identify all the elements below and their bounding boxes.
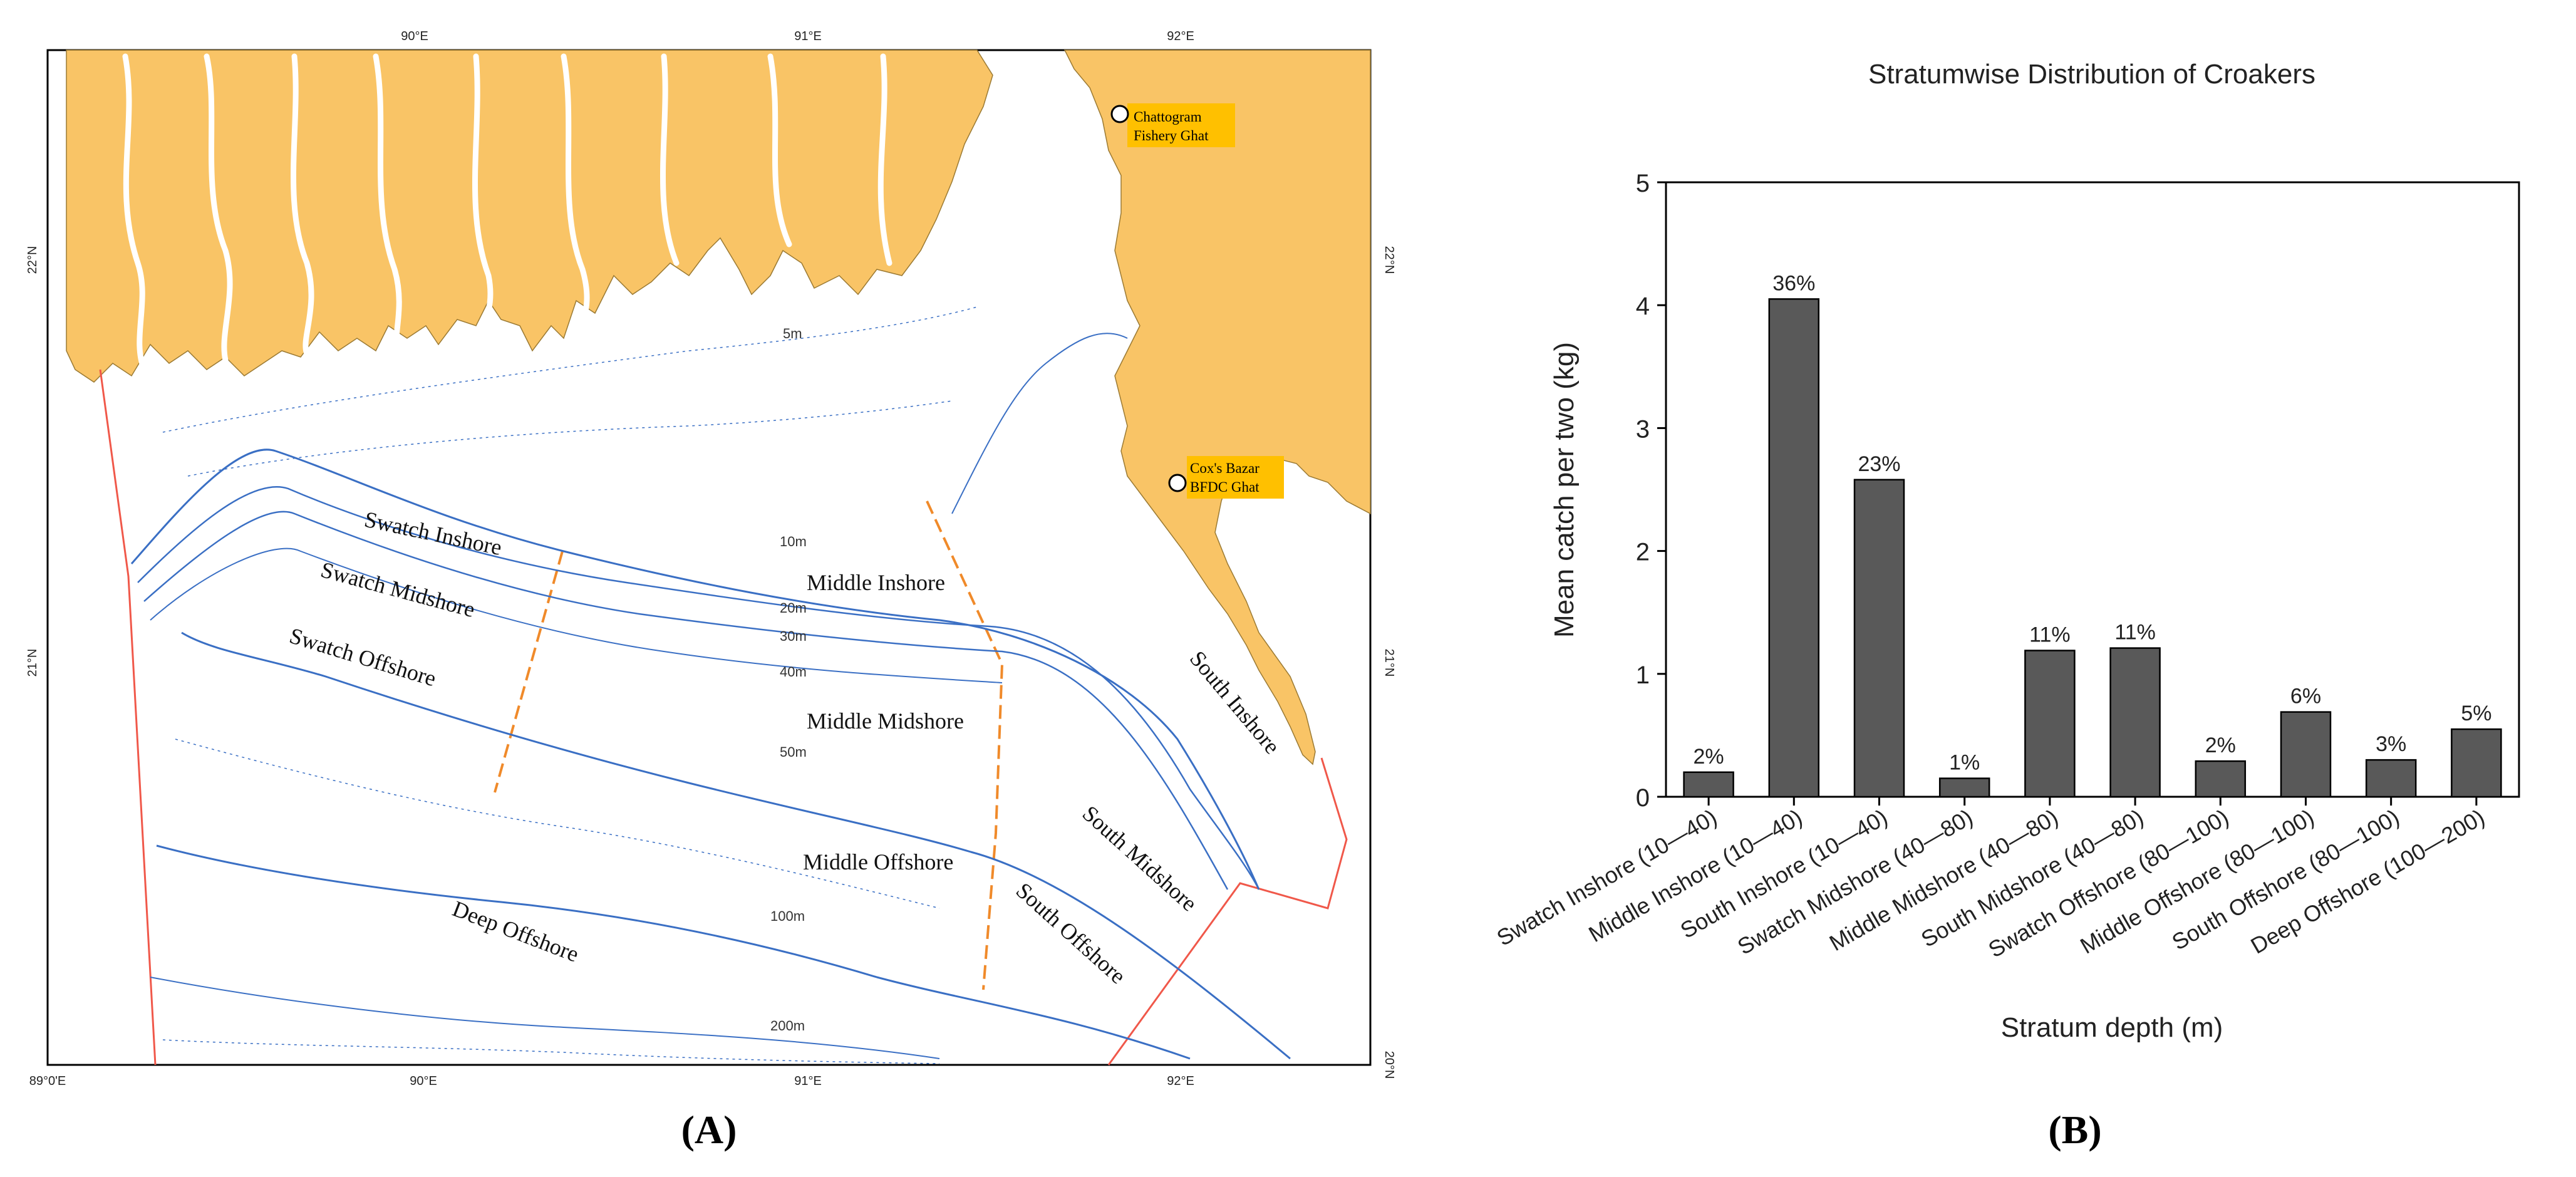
map-rivers	[122, 53, 892, 373]
lat-left-label: 21°N	[26, 649, 39, 677]
bar-data-label: 11%	[2029, 623, 2071, 647]
chart-title: Stratumwise Distribution of Croakers	[1868, 59, 2315, 90]
port-name: Chattogram	[1134, 109, 1202, 125]
lon-bottom-label: 92°E	[1167, 1074, 1194, 1088]
bar-data-label: 2%	[1694, 745, 1724, 769]
lon-bottom-label: 91°E	[794, 1074, 822, 1088]
lat-right-label: 21°N	[1382, 649, 1396, 677]
bar-data-label: 1%	[1949, 751, 1980, 775]
port-name: Fishery Ghat	[1134, 128, 1209, 143]
bar	[2365, 759, 2417, 798]
bar	[1853, 479, 1905, 798]
port-chattogram: Chattogram Fishery Ghat	[1110, 103, 1235, 147]
map-axis-labels: 90°E 91°E 92°E 89°0'E 90°E 91°E 92°E 22°…	[26, 29, 1396, 1088]
y-axis: 0 1 2 3 4 5	[1636, 170, 1666, 812]
depth-label: 5m	[783, 326, 802, 341]
stratum-label: Middle Midshore	[807, 708, 964, 734]
bar	[1683, 771, 1734, 798]
lat-left-label: 22°N	[26, 246, 39, 274]
x-axis: Swatch Inshore (10—40)Middle Inshore (10…	[1492, 797, 2489, 963]
panel-b-label: (B)	[2048, 1107, 2101, 1152]
port-coxs-bazar: Cox's Bazar BFDC Ghat	[1168, 456, 1284, 499]
y-tick-label: 4	[1636, 293, 1650, 320]
port-label-box	[1187, 456, 1284, 499]
bar-data-label: 11%	[2114, 621, 2156, 645]
port-marker-icon	[1110, 105, 1129, 123]
map-depth-labels: 5m 10m 20m 30m 40m 50m 100m 200m	[770, 326, 807, 1034]
bar-data-label: 36%	[1772, 271, 1815, 295]
bar	[2195, 760, 2247, 798]
map-boundary-west	[99, 369, 157, 1066]
bar-data-labels: 2% 36% 23% 1% 11% 11% 2% 6% 3% 5%	[1694, 271, 2492, 774]
map-land-delta	[66, 49, 993, 383]
port-label-box	[1127, 103, 1235, 147]
bar	[2109, 647, 2161, 798]
depth-label: 40m	[780, 664, 807, 680]
bar	[2451, 728, 2502, 798]
bar	[1768, 298, 1820, 798]
y-tick-label: 5	[1636, 170, 1650, 197]
x-axis-label: Stratum depth (m)	[2001, 1012, 2223, 1043]
stratum-label: Middle Inshore	[807, 570, 945, 595]
panel-a-label: (A)	[681, 1107, 737, 1152]
y-axis-label: Mean catch per two (kg)	[1549, 342, 1580, 638]
lon-top-label: 91°E	[794, 29, 822, 43]
lon-top-label: 90°E	[401, 29, 428, 43]
lat-right-label: 20°N	[1382, 1051, 1396, 1079]
stratum-label: Middle Offshore	[803, 849, 953, 874]
depth-label: 200m	[770, 1018, 805, 1034]
chart-panel: Stratumwise Distribution of Croakers 0 1 2…	[1492, 59, 2520, 1152]
map-boundary-southeast	[1107, 757, 1348, 1066]
bar	[2280, 711, 2332, 798]
lat-right-label: 22°N	[1382, 246, 1396, 274]
map-depth-contours	[130, 306, 1291, 1064]
bar-data-label: 23%	[1858, 452, 1900, 476]
bar	[2024, 650, 2076, 798]
bar-data-label: 6%	[2290, 685, 2321, 708]
y-tick-label: 2	[1636, 539, 1650, 566]
lon-bottom-label: 90°E	[410, 1074, 437, 1088]
depth-label: 10m	[780, 534, 807, 549]
bar-data-label: 2%	[2205, 734, 2236, 757]
bar	[1938, 777, 1990, 798]
y-tick-label: 0	[1636, 784, 1650, 812]
port-name: Cox's Bazar	[1190, 460, 1260, 476]
lon-bottom-label: 89°0'E	[29, 1074, 66, 1088]
depth-label: 50m	[780, 744, 807, 760]
depth-label: 20m	[780, 600, 807, 616]
port-marker-icon	[1168, 474, 1187, 492]
bar-data-label: 3%	[2376, 732, 2406, 756]
y-tick-label: 3	[1636, 415, 1650, 443]
depth-label: 30m	[780, 628, 807, 644]
map-stratum-dividers	[494, 500, 1004, 990]
lon-top-label: 92°E	[1167, 29, 1194, 43]
depth-label: 100m	[770, 908, 805, 924]
bar-data-label: 5%	[2461, 702, 2491, 725]
port-name: BFDC Ghat	[1190, 479, 1260, 495]
map-panel: 90°E 91°E 92°E 89°0'E 90°E 91°E 92°E 22°…	[26, 29, 1396, 1152]
y-tick-label: 1	[1636, 661, 1650, 689]
